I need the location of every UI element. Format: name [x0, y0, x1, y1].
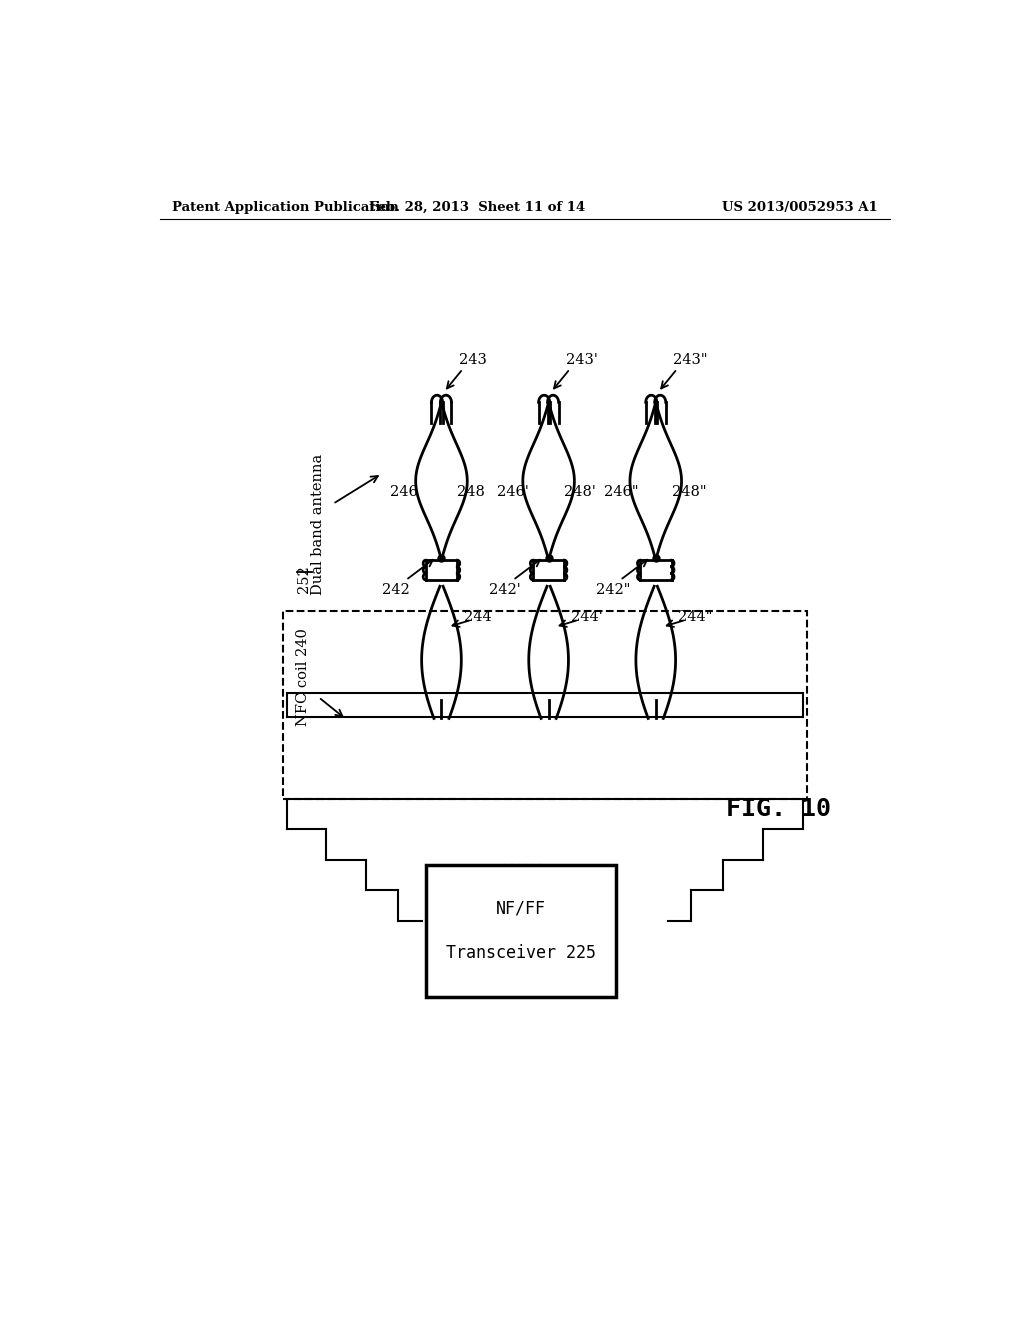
Text: 248": 248" — [672, 484, 707, 499]
Text: Feb. 28, 2013  Sheet 11 of 14: Feb. 28, 2013 Sheet 11 of 14 — [369, 201, 586, 214]
Text: FIG. 10: FIG. 10 — [726, 797, 831, 821]
Text: 242": 242" — [596, 583, 631, 598]
Text: 248: 248 — [458, 484, 485, 499]
Text: NF/FF: NF/FF — [496, 899, 546, 917]
Text: 246": 246" — [604, 484, 639, 499]
Text: 244: 244 — [464, 610, 492, 624]
Text: 252: 252 — [297, 565, 311, 593]
Text: Transceiver 225: Transceiver 225 — [445, 944, 596, 962]
Text: Dual band antenna: Dual band antenna — [311, 454, 326, 595]
Text: 242: 242 — [382, 583, 410, 598]
Bar — [426, 865, 616, 997]
Text: 243": 243" — [673, 352, 708, 367]
Text: Patent Application Publication: Patent Application Publication — [172, 201, 398, 214]
Text: 242': 242' — [489, 583, 521, 598]
Text: US 2013/0052953 A1: US 2013/0052953 A1 — [722, 201, 878, 214]
Text: 246: 246 — [390, 484, 418, 499]
Text: 244": 244" — [678, 610, 713, 624]
Bar — [283, 611, 807, 799]
Text: 244': 244' — [570, 610, 602, 624]
Text: NFC coil 240: NFC coil 240 — [296, 628, 309, 726]
Text: 246': 246' — [497, 484, 529, 499]
Text: 248': 248' — [564, 484, 596, 499]
Text: 243': 243' — [566, 352, 598, 367]
Text: 243: 243 — [459, 352, 486, 367]
